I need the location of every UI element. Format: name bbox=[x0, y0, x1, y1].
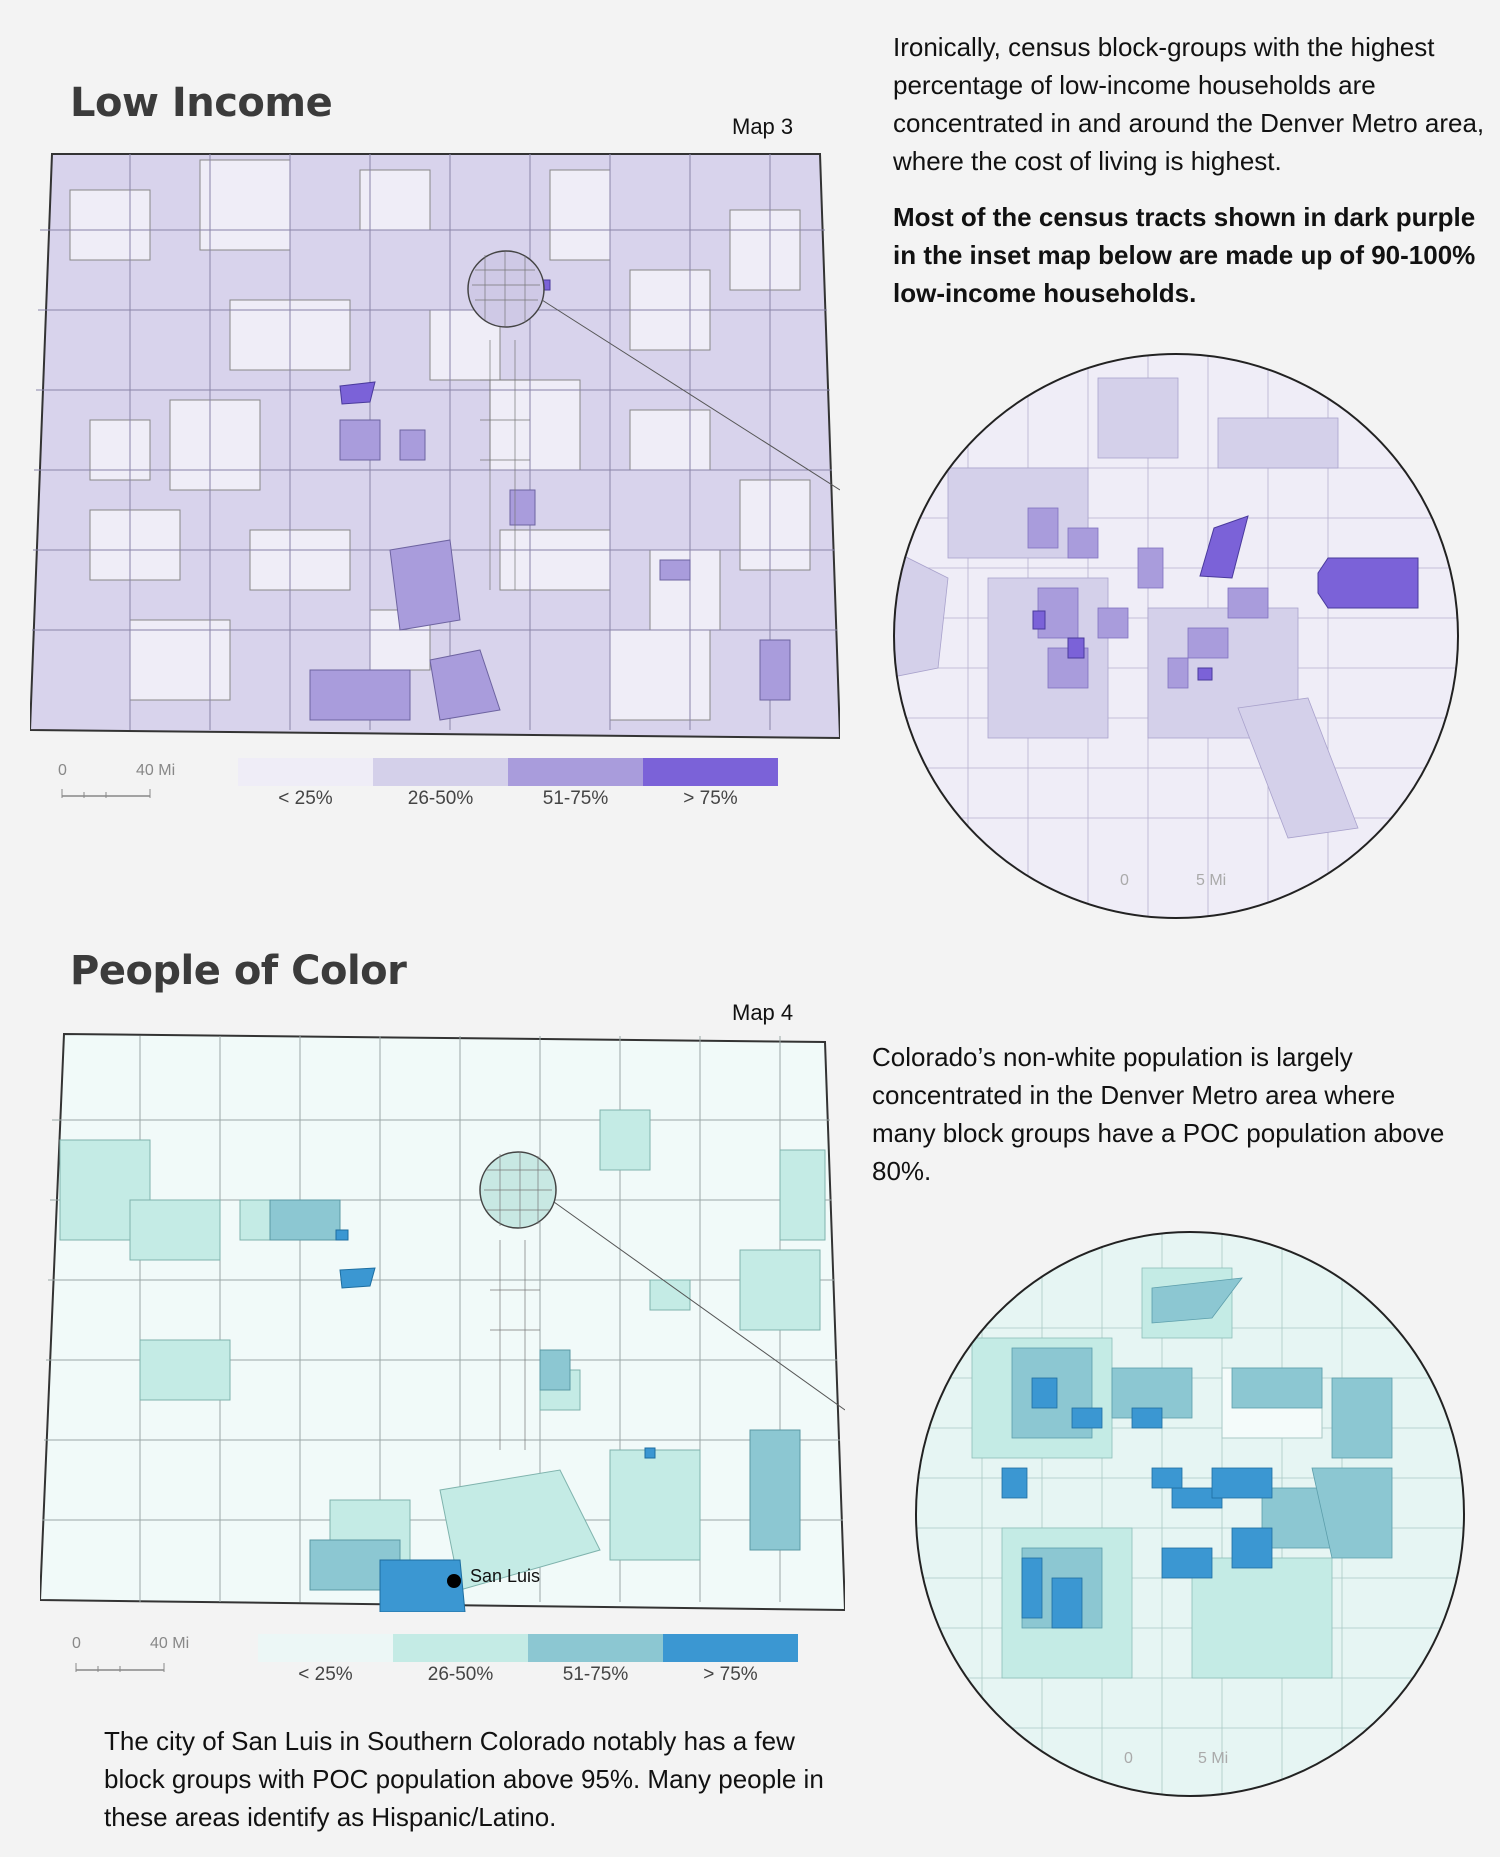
san-luis-label: San Luis bbox=[470, 1566, 541, 1586]
map3-inset-scale-distance: 5 Mi bbox=[1196, 872, 1227, 889]
map3-scale-bar bbox=[61, 789, 151, 798]
colorado-low-income-map bbox=[30, 153, 840, 740]
poc-description: Colorado’s non-white population is large… bbox=[872, 1042, 1445, 1186]
legend-swatch-4 bbox=[663, 1634, 798, 1662]
map3-legend-labels: < 25% 26-50% 51-75% > 75% bbox=[238, 788, 778, 810]
legend-swatch-1 bbox=[258, 1634, 393, 1662]
legend-swatch-1 bbox=[238, 758, 373, 786]
legend-swatch-4 bbox=[643, 758, 778, 786]
legend-label-3: 51-75% bbox=[542, 788, 609, 809]
map4-legend-labels: < 25% 26-50% 51-75% > 75% bbox=[258, 1664, 798, 1686]
map4-scale-distance: 40 Mi bbox=[150, 1635, 190, 1652]
denver-low-income-inset bbox=[893, 353, 1459, 919]
map3-legend-bar bbox=[238, 758, 778, 786]
map4-scale-zero: 0 bbox=[72, 1635, 81, 1652]
map4-label: Map 4 bbox=[732, 1000, 794, 1025]
map3-scale-zero: 0 bbox=[58, 762, 67, 779]
map4-inset-scale-distance: 5 Mi bbox=[1198, 1750, 1229, 1767]
low-income-heading: Low Income bbox=[70, 80, 333, 126]
map4-scale-bar bbox=[75, 1663, 165, 1672]
legend-label-3: 51-75% bbox=[562, 1664, 629, 1685]
legend-label-2: 26-50% bbox=[407, 788, 474, 809]
legend-label-4: > 75% bbox=[703, 1664, 758, 1685]
legend-label-1: < 25% bbox=[278, 788, 333, 809]
legend-label-1: < 25% bbox=[298, 1664, 353, 1685]
legend-swatch-2 bbox=[373, 758, 508, 786]
map4-legend-bar bbox=[258, 1634, 798, 1662]
legend-label-2: 26-50% bbox=[427, 1664, 494, 1685]
legend-swatch-3 bbox=[508, 758, 643, 786]
low-income-description: Ironically, census block-groups with the… bbox=[893, 32, 1485, 176]
map3-label: Map 3 bbox=[732, 114, 794, 139]
denver-poc-inset bbox=[915, 1231, 1465, 1797]
poc-heading: People of Color bbox=[70, 948, 407, 994]
san-luis-note: The city of San Luis in Southern Colorad… bbox=[104, 1726, 824, 1832]
legend-swatch-2 bbox=[393, 1634, 528, 1662]
map3-scale-distance: 40 Mi bbox=[136, 762, 176, 779]
legend-swatch-3 bbox=[528, 1634, 663, 1662]
legend-label-4: > 75% bbox=[683, 788, 738, 809]
low-income-highlight: Most of the census tracts shown in dark … bbox=[893, 202, 1476, 308]
map3-inset-scale-zero: 0 bbox=[1120, 872, 1129, 889]
colorado-poc-map bbox=[40, 1032, 845, 1612]
map4-inset-scale-zero: 0 bbox=[1124, 1750, 1133, 1767]
